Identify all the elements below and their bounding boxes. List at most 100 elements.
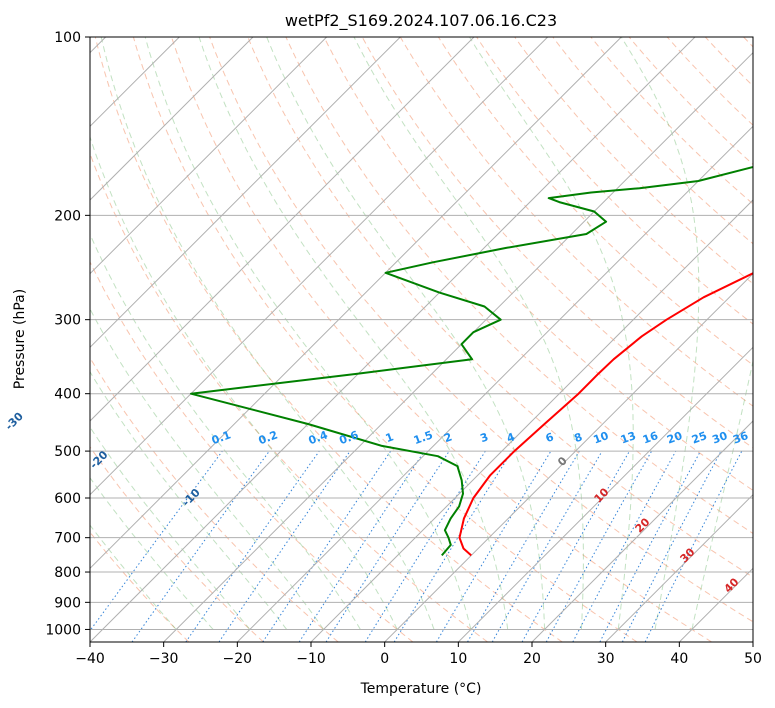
- mixing-ratio-label: 8: [572, 430, 584, 445]
- x-tick-label: 20: [523, 651, 541, 667]
- isotherm-gridline: [236, 125, 753, 642]
- y-tick-label: 800: [54, 565, 81, 581]
- isotherm-gridline: [384, 272, 753, 642]
- x-axis: −40 −30 −20 −10 0 10 20 30 40 50: [75, 642, 762, 667]
- moist-adiabat: [266, 37, 546, 630]
- moist-adiabat: [620, 37, 700, 630]
- x-tick-label: −20: [223, 651, 253, 667]
- isotherm-gridline: [90, 37, 401, 349]
- moist-adiabat: [691, 358, 753, 630]
- mixing-ratio-label: 6: [544, 430, 556, 445]
- isotherm-gridline: [310, 199, 753, 642]
- temperature-profile-line: [458, 272, 753, 557]
- dry-adiabat: [90, 260, 414, 642]
- dry-adiabat: [399, 37, 753, 407]
- dry-adiabat: [247, 37, 753, 578]
- dry-adiabat: [209, 37, 753, 623]
- mixing-ratio-label: 20: [665, 429, 684, 447]
- x-tick-label: −30: [149, 651, 179, 667]
- isotherm-gridline: [90, 37, 622, 570]
- isotherm-gridline: [605, 493, 753, 642]
- moist-adiabat: [90, 524, 177, 630]
- dry-adiabat: [476, 37, 753, 325]
- y-tick-label: 500: [54, 444, 81, 460]
- mixing-ratio-label: 36: [731, 429, 750, 447]
- dewpoint-profile-line: [190, 165, 753, 557]
- mixing-ratio-label: 0.6: [338, 428, 361, 447]
- y-axis-title: Pressure (hPa): [12, 289, 28, 389]
- x-tick-label: 40: [670, 651, 688, 667]
- mixing-ratio-label: 1: [384, 430, 396, 445]
- y-tick-label: 400: [54, 387, 81, 403]
- isotherm-gridline: [90, 37, 475, 422]
- dry-adiabat: [628, 37, 753, 166]
- y-tick-label: 100: [54, 30, 81, 46]
- dry-adiabat: [94, 37, 563, 642]
- isotherm-gridline: [90, 37, 328, 275]
- mixing-ratio-label: 2: [442, 430, 454, 445]
- isotherm-gridline: [531, 420, 753, 642]
- x-tick-label: 50: [744, 651, 762, 667]
- moist-adiabat: [90, 426, 251, 630]
- moist-adiabat: [90, 232, 361, 630]
- mixing-ratio-label: 1.5: [412, 428, 435, 447]
- plot-area: [90, 37, 753, 642]
- dry-adiabat: [90, 446, 264, 642]
- moist-adiabat: [100, 37, 435, 630]
- isotherm-gridline: [90, 37, 696, 642]
- series-layer: [190, 165, 753, 557]
- y-tick-label: 300: [54, 313, 81, 329]
- moist-adiabat: [353, 37, 584, 630]
- grid-lines: [90, 37, 753, 642]
- plot-frame: [89, 36, 754, 643]
- dry-adiabat: [514, 37, 753, 285]
- mixing-ratio-label: 25: [690, 429, 709, 446]
- mixing-ratio-line: [325, 450, 450, 642]
- x-tick-label: 10: [449, 651, 467, 667]
- moist-adiabat: [198, 37, 509, 630]
- mixing-ratio-line: [218, 450, 351, 642]
- mixing-ratio-label: 10: [592, 429, 611, 447]
- mixing-ratio-line: [131, 450, 270, 642]
- mixing-ratio-line: [521, 450, 630, 642]
- mixing-ratio-line: [393, 450, 513, 642]
- isotherm-gridline: [90, 37, 549, 496]
- moist-adiabat: [90, 135, 398, 630]
- x-tick-label: 30: [597, 651, 615, 667]
- mixing-ratio-label: 4: [505, 430, 517, 445]
- mixing-ratio-label: 0.4: [307, 428, 330, 447]
- mixing-ratio-line: [298, 450, 425, 642]
- x-tick-label: 0: [380, 651, 389, 667]
- mixing-ratio-line: [644, 450, 743, 642]
- moist-adiabat: [90, 308, 324, 630]
- moist-adiabat: [469, 37, 634, 630]
- mixing-ratio-label: 3: [478, 430, 490, 445]
- x-tick-label: −40: [75, 651, 105, 667]
- y-tick-label: 1000: [45, 622, 81, 638]
- y-axis: 100 200 300 400 500 600 700 800 900 1000: [45, 30, 90, 638]
- y-tick-label: 700: [54, 531, 81, 547]
- mixing-ratio-line: [90, 450, 223, 632]
- y-tick-label: 200: [54, 208, 81, 224]
- mixing-ratio-label: 16: [641, 429, 660, 447]
- mixing-ratio-label: 0.1: [210, 428, 233, 447]
- moist-adiabat: [90, 370, 288, 630]
- mixing-ratio-line: [185, 450, 320, 642]
- mixing-ratio-line: [545, 450, 653, 642]
- chart-title: wetPf2_S169.2024.107.06.16.C23: [285, 11, 557, 31]
- mixing-ratio-label: 0.2: [257, 428, 280, 447]
- dry-adiabat: [323, 37, 753, 491]
- moist-adiabat: [90, 476, 214, 630]
- x-axis-title: Temperature (°C): [360, 681, 482, 697]
- background-lines: [90, 37, 753, 642]
- moist-adiabat: [144, 37, 472, 630]
- mixing-ratio-line: [572, 450, 677, 642]
- x-tick-label: −10: [296, 651, 326, 667]
- isotherm-gridline: [457, 346, 753, 642]
- isotherm-gridline: [90, 37, 254, 201]
- y-tick-label: 600: [54, 491, 81, 507]
- y-tick-label: 900: [54, 595, 81, 611]
- dry-adiabat: [132, 37, 638, 642]
- mixing-ratio-label: 13: [619, 429, 638, 446]
